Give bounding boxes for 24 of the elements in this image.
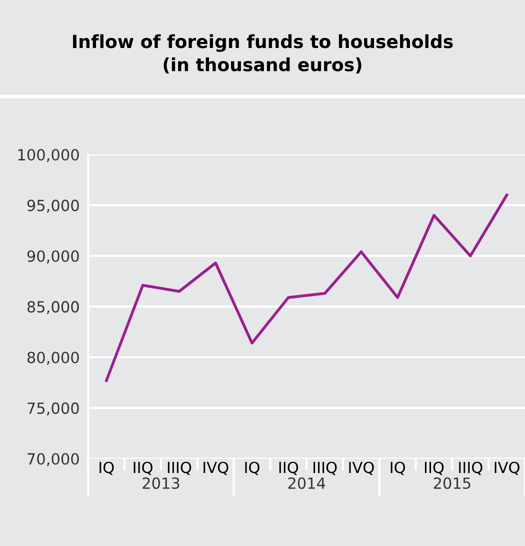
text: 2013 [142,477,180,489]
x-tick-label: IQ [245,462,260,475]
text: 2015 [434,477,470,489]
y-tick-label: 90,000 [27,250,79,264]
x-tick-label: IVQ [204,462,228,475]
y-tick-label: 80,000 [27,352,79,365]
y-tick-label: 85,000 [27,301,79,314]
x-tick-label: IIIQ [314,462,337,475]
x-tick-label: IQ [100,462,114,475]
y-tick-label: 100,000 [18,148,79,162]
x-tick-label: IIIQ [459,462,482,475]
x-tick-label: IVQ [494,462,520,475]
x-tick-label: IVQ [349,462,374,475]
x-tick-label: IIQ [134,462,152,475]
line-series [105,194,508,382]
y-tick-label: 95,000 [27,200,79,213]
y-tick-label: 70,000 [28,453,79,466]
x-tick-label: IIQ [424,462,444,475]
x-tick-label: IIIQ [168,462,192,475]
chart-title: Inflow of foreign funds to households (in thousand euros) [73,34,453,74]
x-tick-label: IQ [390,462,406,475]
x-tick-label: IIQ [279,462,298,475]
y-tick-label: 75,000 [28,402,79,416]
text: 2014 [288,477,326,489]
